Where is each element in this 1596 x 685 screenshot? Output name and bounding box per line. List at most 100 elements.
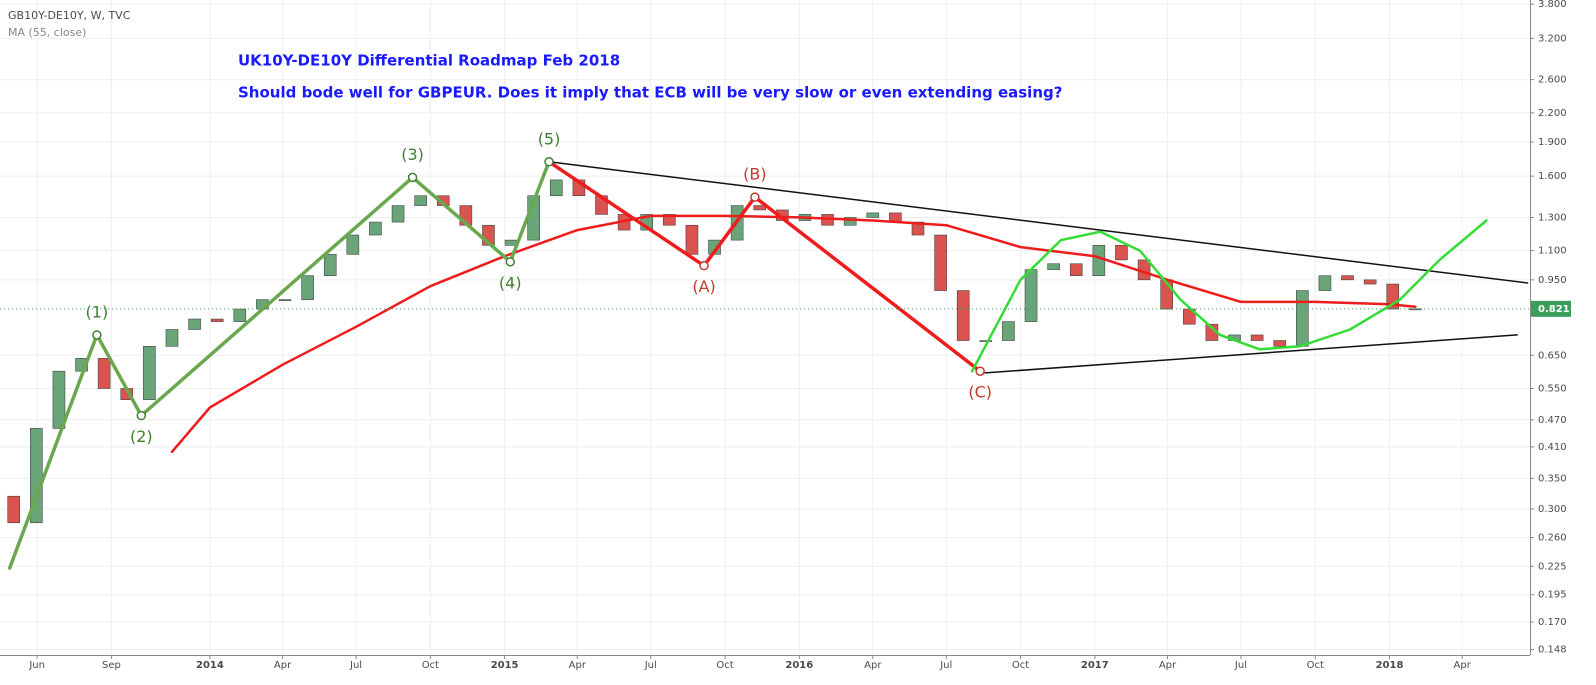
pivot-marker <box>505 257 516 267</box>
pivot-marker <box>407 172 418 183</box>
y-tick-label: 0.410 <box>1538 442 1567 453</box>
x-tick-label: Apr <box>274 660 292 671</box>
indicator-name: MA (55, close) <box>8 26 86 39</box>
x-tick-label: Sep <box>102 660 121 671</box>
candle <box>753 205 767 211</box>
candle <box>843 217 857 226</box>
y-tick-label: 0.225 <box>1538 561 1567 572</box>
candle <box>866 212 880 218</box>
candle <box>934 234 947 291</box>
candle <box>7 495 21 524</box>
trend-drawing <box>547 160 982 373</box>
x-tick-label: Oct <box>1307 660 1324 671</box>
x-tick-label: Jul <box>644 660 657 671</box>
y-tick-label: 0.148 <box>1538 645 1567 656</box>
candle <box>414 195 427 206</box>
candle <box>1047 263 1060 270</box>
x-tick-label: Oct <box>422 660 439 671</box>
candle <box>1002 321 1015 341</box>
candle <box>346 234 360 255</box>
y-tick-label: 2.600 <box>1538 75 1567 86</box>
candle <box>911 221 925 236</box>
x-tick-label: Jul <box>1234 660 1247 671</box>
candle <box>1069 263 1083 276</box>
candle <box>391 205 405 223</box>
x-tick-label: 2016 <box>785 660 813 671</box>
candle <box>1363 279 1377 285</box>
x-tick-label: 2017 <box>1081 660 1109 671</box>
candle <box>233 308 247 322</box>
candle <box>278 299 292 301</box>
y-tick-label: 0.260 <box>1538 533 1567 544</box>
plot-area: (1) (2) (3) (4) (5) (A) (B) (C) <box>0 129 1530 570</box>
y-tick-label: 0.195 <box>1538 590 1567 601</box>
x-tick-label: Oct <box>716 660 733 671</box>
x-tick-label: Apr <box>864 660 882 671</box>
candle <box>1341 275 1354 281</box>
x-tick-label: Apr <box>569 660 587 671</box>
y-tick-label: 0.470 <box>1538 415 1567 426</box>
y-tick-label: 0.170 <box>1538 617 1567 628</box>
grid <box>0 0 1530 655</box>
wave-label: (B) <box>743 165 766 184</box>
candle <box>210 318 224 322</box>
pivot-marker <box>975 366 985 376</box>
trend-drawing <box>7 160 551 570</box>
pivot-marker <box>92 330 102 340</box>
y-tick-label: 0.300 <box>1538 504 1567 515</box>
candle <box>1250 334 1264 341</box>
x-tick-label: 2018 <box>1376 660 1404 671</box>
wave-label: (3) <box>401 145 424 164</box>
wave-label: (A) <box>692 277 715 296</box>
candle <box>30 428 43 524</box>
y-tick-label: 1.900 <box>1538 137 1567 148</box>
x-tick-label: Jun <box>28 660 45 671</box>
y-tick-label: 0.650 <box>1538 350 1567 361</box>
candle <box>1273 340 1287 347</box>
candle <box>956 290 970 341</box>
chart-title: UK10Y-DE10Y Differential Roadmap Feb 201… <box>238 52 620 70</box>
candle <box>1409 308 1422 311</box>
wave-label: (1) <box>86 302 109 321</box>
candle <box>549 179 563 197</box>
pivot-marker <box>699 260 709 271</box>
candle <box>663 214 676 226</box>
candle <box>165 329 179 347</box>
moving-average <box>170 214 1417 454</box>
y-tick-label: 2.200 <box>1538 108 1567 119</box>
candle <box>1092 245 1106 276</box>
y-tick-label: 3.800 <box>1538 0 1567 10</box>
x-tick-label: Jul <box>349 660 362 671</box>
wave-label: (5) <box>538 129 561 148</box>
candle <box>685 224 699 255</box>
y-tick-label: 0.950 <box>1538 275 1567 286</box>
candle <box>1115 245 1128 261</box>
y-tick-label: 0.550 <box>1538 384 1567 395</box>
x-tick-label: Apr <box>1159 660 1177 671</box>
y-tick-label: 1.100 <box>1538 246 1567 257</box>
candle <box>301 275 314 300</box>
candle <box>1318 275 1332 291</box>
last-price-box <box>1531 300 1571 317</box>
wave-label: (C) <box>968 383 992 402</box>
trend-drawing <box>548 161 1529 284</box>
x-tick-label: 2015 <box>491 660 519 671</box>
x-tick-label: 2014 <box>196 660 224 671</box>
y-tick-label: 0.350 <box>1538 473 1567 484</box>
x-tick-label: Oct <box>1012 660 1029 671</box>
wave-label: (4) <box>499 273 522 292</box>
candle <box>369 221 382 236</box>
pivot-marker <box>136 410 147 421</box>
candle <box>188 318 201 330</box>
symbol: GB10Y-DE10Y, W, TVC <box>8 9 131 22</box>
wave-label: (2) <box>130 427 153 446</box>
candle <box>979 340 993 342</box>
chart-subtitle: Should bode well for GBPEUR. Does it imp… <box>238 84 1062 102</box>
trend-drawing <box>970 219 1488 373</box>
pivot-marker <box>544 157 554 167</box>
y-tick-label: 1.600 <box>1538 171 1567 182</box>
x-tick-label: Apr <box>1454 660 1472 671</box>
candle <box>52 370 66 429</box>
